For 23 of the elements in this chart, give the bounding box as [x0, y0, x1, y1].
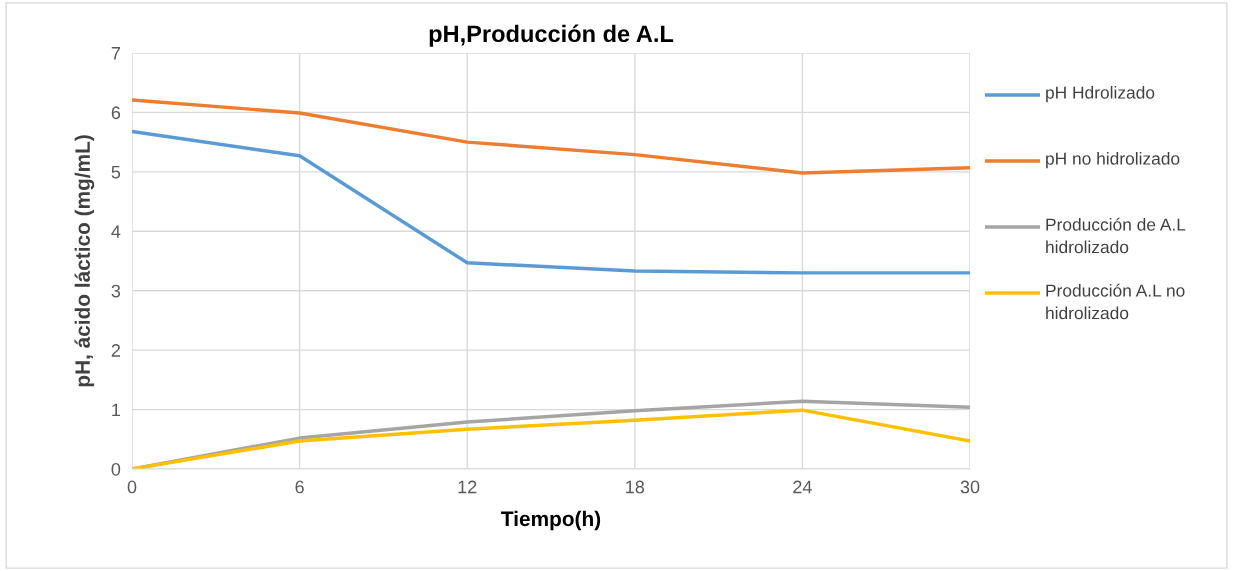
- line-series: [132, 129, 970, 275]
- legend-label: pH Hdrolizado: [1046, 86, 1155, 103]
- line-series: [132, 98, 970, 175]
- y-tick-label: 6: [111, 106, 121, 120]
- legend-label: Producción A.L no hidrolizado: [1046, 283, 1185, 320]
- y-tick-label: 4: [111, 225, 121, 238]
- x-tick-label: 0: [127, 480, 137, 494]
- y-tick-label: 3: [111, 284, 121, 298]
- y-tick-label: 7: [111, 47, 120, 60]
- x-tick-label: 24: [793, 480, 812, 494]
- x-tick-label: 6: [295, 480, 304, 494]
- y-tick-label: 5: [111, 165, 121, 179]
- y-tick-label: 2: [111, 344, 120, 357]
- legend-label: pH no hidrolizado: [1046, 152, 1180, 169]
- legend-label: Producción de A.L hidrolizado: [1046, 217, 1186, 254]
- y-axis-title: pH, ácido láctico (mg/mL): [74, 135, 95, 387]
- x-axis-title: Tiempo(h): [501, 510, 601, 531]
- chart-title: pH,Producción de A.L: [429, 24, 674, 47]
- x-tick-label: 12: [458, 480, 477, 494]
- x-tick-label: 18: [626, 480, 645, 494]
- y-tick-label: 1: [112, 403, 121, 417]
- x-tick-label: 30: [960, 480, 980, 494]
- y-tick-label: 0: [111, 462, 121, 476]
